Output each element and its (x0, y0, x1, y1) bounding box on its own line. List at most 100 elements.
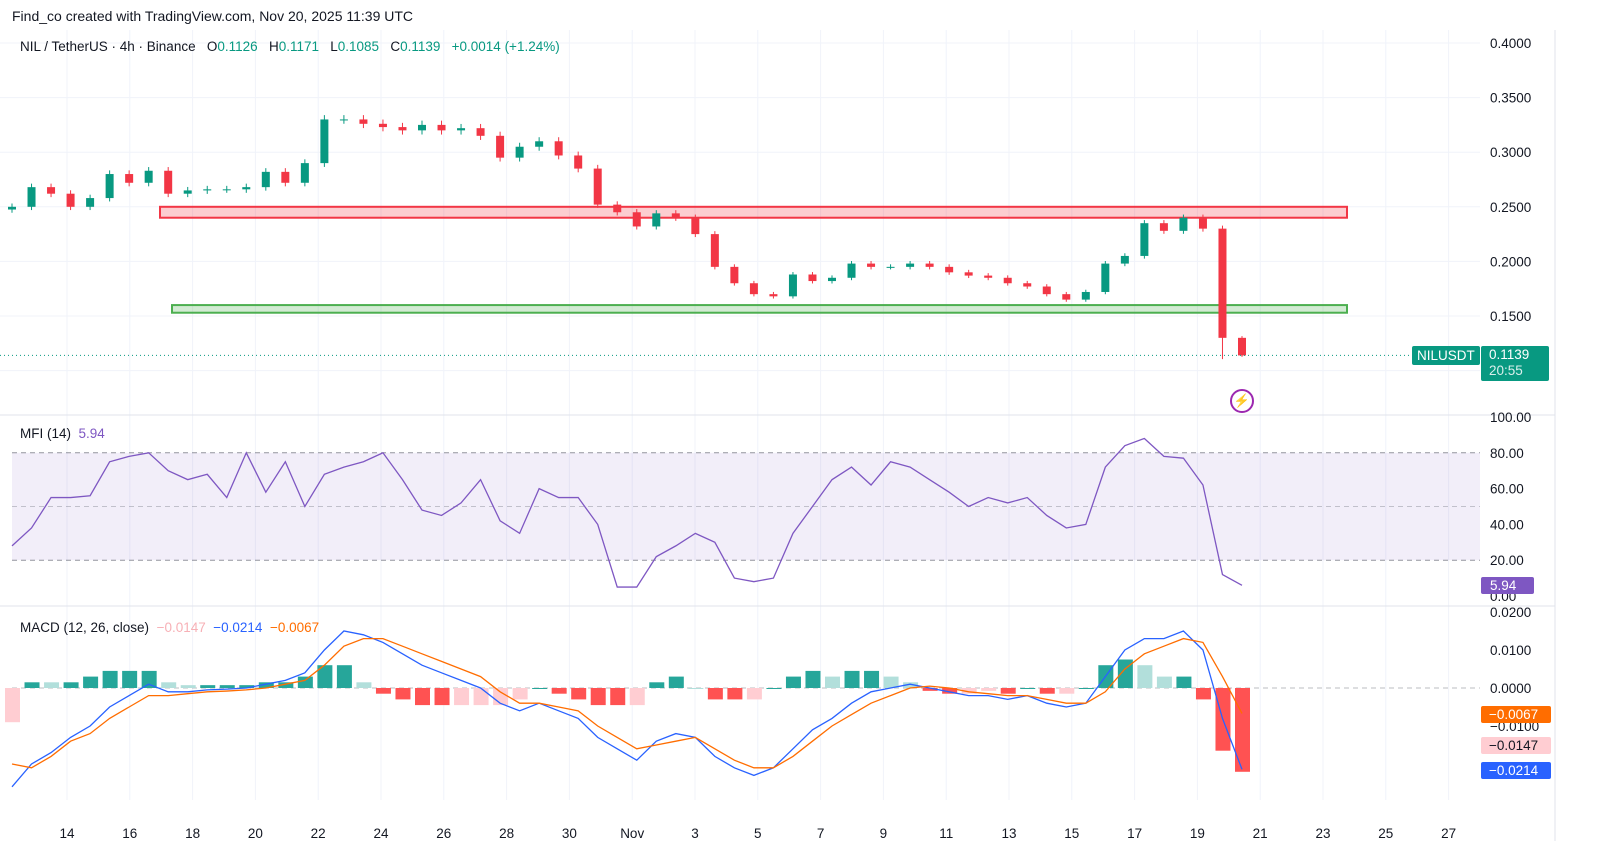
candle-body (808, 274, 817, 282)
candle-body (613, 204, 622, 213)
candle-body (164, 170, 173, 194)
candle-body (378, 123, 387, 128)
candle-body (691, 217, 700, 235)
candle-body (398, 127, 407, 131)
mfi-tick: 60.00 (1490, 482, 1524, 497)
x-tick: 27 (1441, 826, 1456, 841)
candle-body (730, 266, 739, 284)
macd-hist-bar (1156, 676, 1172, 688)
macd-hist-bar (83, 676, 99, 688)
candle-body (925, 263, 934, 267)
mfi-tick: 100.00 (1490, 410, 1531, 425)
signal-axis-badge: −0.0067 (1481, 706, 1551, 723)
zone-resistance (159, 205, 1348, 219)
macd-hist-bar (571, 688, 587, 700)
candle-body (339, 119, 348, 121)
macd-hist-bar (395, 688, 411, 700)
macd-hist-bar (102, 670, 118, 688)
candle-body (242, 187, 251, 190)
mfi-legend[interactable]: MFI (14) 5.94 (20, 426, 105, 441)
candle-body (183, 190, 192, 194)
x-tick: 28 (499, 826, 514, 841)
candle-body (476, 128, 485, 136)
open-label: O (206, 39, 218, 54)
x-tick: 9 (880, 826, 888, 841)
macd-hist-bar (434, 688, 450, 706)
candle-body (788, 274, 797, 297)
lightning-icon[interactable]: ⚡ (1230, 389, 1254, 413)
macd-hist-bar (903, 682, 919, 688)
candle-body (964, 272, 973, 276)
macd-label: MACD (12, 26, close) (20, 620, 150, 635)
macd-axis-badge: −0.0214 (1481, 762, 1551, 779)
candle-body (1238, 337, 1246, 356)
macd-hist-bar (551, 688, 567, 694)
candle-body (652, 213, 661, 227)
candle-body (1140, 223, 1149, 256)
candle-body (574, 155, 583, 169)
price-tick: 0.3500 (1490, 91, 1531, 106)
macd-hist-bar (375, 688, 391, 694)
macd-tick: 0.0200 (1490, 605, 1531, 620)
price-tick: 0.4000 (1490, 36, 1531, 51)
macd-hist-bar (1020, 688, 1036, 689)
macd-tick: 0.0000 (1490, 681, 1531, 696)
mfi-value: 5.94 (78, 426, 105, 441)
macd-hist-bar (532, 688, 548, 689)
candle-body (769, 294, 778, 297)
macd-hist-bar (942, 688, 958, 694)
candle-body (1003, 277, 1012, 284)
candle-body (1042, 286, 1051, 295)
x-tick: Nov (620, 826, 644, 841)
price-tick: 0.3000 (1490, 145, 1531, 160)
macd-hist-bar (317, 665, 333, 688)
macd-hist-bar (961, 688, 977, 694)
symbol-title[interactable]: NIL / TetherUS · 4h · Binance (20, 39, 196, 54)
x-tick: 19 (1190, 826, 1205, 841)
macd-hist-value: −0.0147 (156, 620, 206, 635)
x-tick: 18 (185, 826, 200, 841)
x-tick: 3 (691, 826, 699, 841)
macd-hist-bar (1117, 659, 1133, 688)
macd-hist-bar (629, 688, 645, 706)
macd-hist-bar (5, 688, 20, 723)
low-value: 0.1085 (337, 39, 380, 54)
symbol-badge: NILUSDT (1412, 346, 1480, 365)
x-tick: 13 (1001, 826, 1016, 841)
macd-hist-bar (649, 682, 665, 688)
macd-hist-bar (610, 688, 626, 706)
candle-body (867, 263, 876, 267)
candle-body (105, 174, 114, 199)
x-tick: 21 (1253, 826, 1268, 841)
macd-hist-bar (688, 688, 704, 689)
macd-legend[interactable]: MACD (12, 26, close) −0.0147 −0.0214 −0.… (20, 620, 319, 635)
last-price-badge: 0.1139 20:55 (1481, 346, 1549, 381)
signal-value: −0.0067 (269, 620, 320, 635)
candle-body (320, 119, 329, 164)
candle-body (710, 234, 719, 267)
zone-support (171, 304, 1348, 314)
x-tick: 30 (562, 826, 577, 841)
x-tick: 22 (311, 826, 326, 841)
bar-countdown: 20:55 (1489, 363, 1523, 378)
candle-body (535, 141, 544, 147)
candle-body (749, 283, 758, 295)
macd-hist-bar (1176, 676, 1192, 688)
candle-body (47, 187, 56, 194)
macd-hist-bar (473, 688, 489, 706)
high-label: H (268, 39, 279, 54)
macd-hist-bar (356, 682, 372, 688)
candle-body (261, 171, 270, 188)
macd-hist-bar (707, 688, 723, 700)
macd-hist-bar (668, 676, 684, 688)
candle-body (1062, 294, 1071, 300)
candle-body (1218, 228, 1227, 338)
candle-body (1198, 217, 1207, 229)
candle-body (1101, 263, 1110, 292)
candle-body (86, 198, 95, 207)
candle-body (906, 263, 915, 267)
macd-hist-bar (63, 682, 79, 688)
x-tick: 26 (436, 826, 451, 841)
x-tick: 23 (1315, 826, 1330, 841)
